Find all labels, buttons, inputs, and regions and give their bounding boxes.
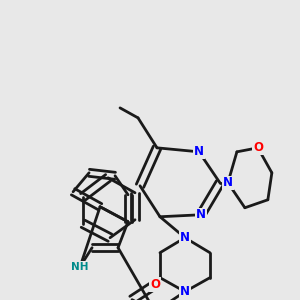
Text: O: O bbox=[253, 141, 263, 154]
Text: N: N bbox=[223, 176, 233, 189]
Text: N: N bbox=[180, 231, 190, 244]
Text: N: N bbox=[180, 285, 190, 298]
Text: NH: NH bbox=[71, 262, 89, 272]
Text: N: N bbox=[194, 145, 204, 158]
Text: N: N bbox=[196, 208, 206, 221]
Text: O: O bbox=[150, 278, 160, 291]
